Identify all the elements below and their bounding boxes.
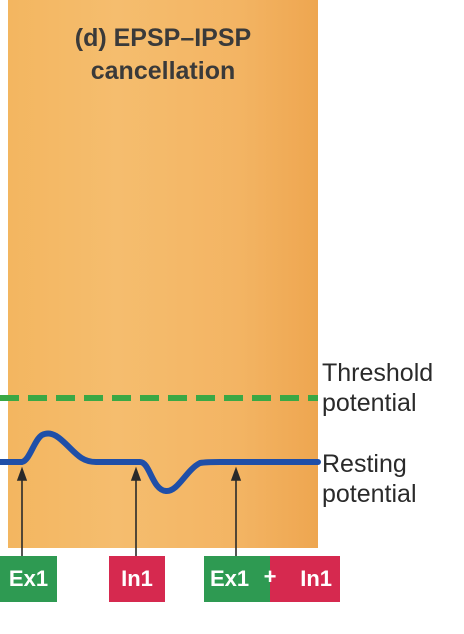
panel-title: (d) EPSP–IPSP cancellation: [8, 22, 318, 88]
plus-sign: +: [263, 564, 277, 589]
threshold-label-line-2: potential: [322, 389, 417, 417]
combo-arrowhead: [230, 466, 242, 481]
in1-arrowhead: [130, 466, 142, 481]
resting-potential-label: Resting potential: [322, 449, 417, 509]
resting-label-line-1: Resting: [322, 450, 407, 478]
combined-in1-box: In1: [270, 556, 340, 602]
in1-stimulus-box: In1: [109, 556, 165, 602]
membrane-potential-trace: [0, 430, 321, 494]
panel-background: [8, 0, 318, 548]
threshold-potential-label: Threshold potential: [322, 358, 433, 418]
ex1-stimulus-box: Ex1: [0, 556, 57, 602]
panel-title-line-1: (d) EPSP–IPSP: [74, 24, 252, 52]
combined-ex1-box: Ex1: [204, 556, 270, 602]
ex1-arrowhead: [16, 466, 28, 481]
panel-title-line-2: cancellation: [90, 57, 236, 85]
threshold-label-line-1: Threshold: [322, 359, 434, 387]
resting-label-line-2: potential: [322, 480, 417, 508]
